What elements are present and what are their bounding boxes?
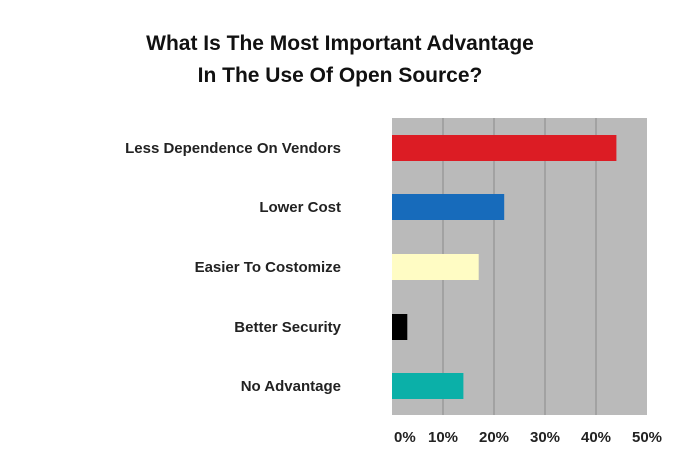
bar bbox=[392, 135, 617, 161]
x-tick-label: 40% bbox=[581, 429, 611, 446]
category-label: Easier To Costomize bbox=[195, 259, 341, 276]
bar bbox=[392, 373, 464, 399]
category-label: Less Dependence On Vendors bbox=[125, 140, 341, 157]
x-tick-label: 0% bbox=[394, 429, 416, 446]
category-label: No Advantage bbox=[241, 378, 341, 395]
x-tick-label: 50% bbox=[632, 429, 662, 446]
x-tick-label: 20% bbox=[479, 429, 509, 446]
bar bbox=[392, 314, 408, 340]
category-label: Better Security bbox=[234, 319, 341, 336]
chart-title-line-2: In The Use Of Open Source? bbox=[197, 64, 483, 87]
x-tick-label: 30% bbox=[530, 429, 560, 446]
bar bbox=[392, 254, 479, 280]
chart-title-line-1: What Is The Most Important Advantage bbox=[146, 32, 534, 55]
bar bbox=[392, 194, 505, 220]
category-label: Lower Cost bbox=[259, 199, 341, 216]
x-tick-label: 10% bbox=[428, 429, 458, 446]
